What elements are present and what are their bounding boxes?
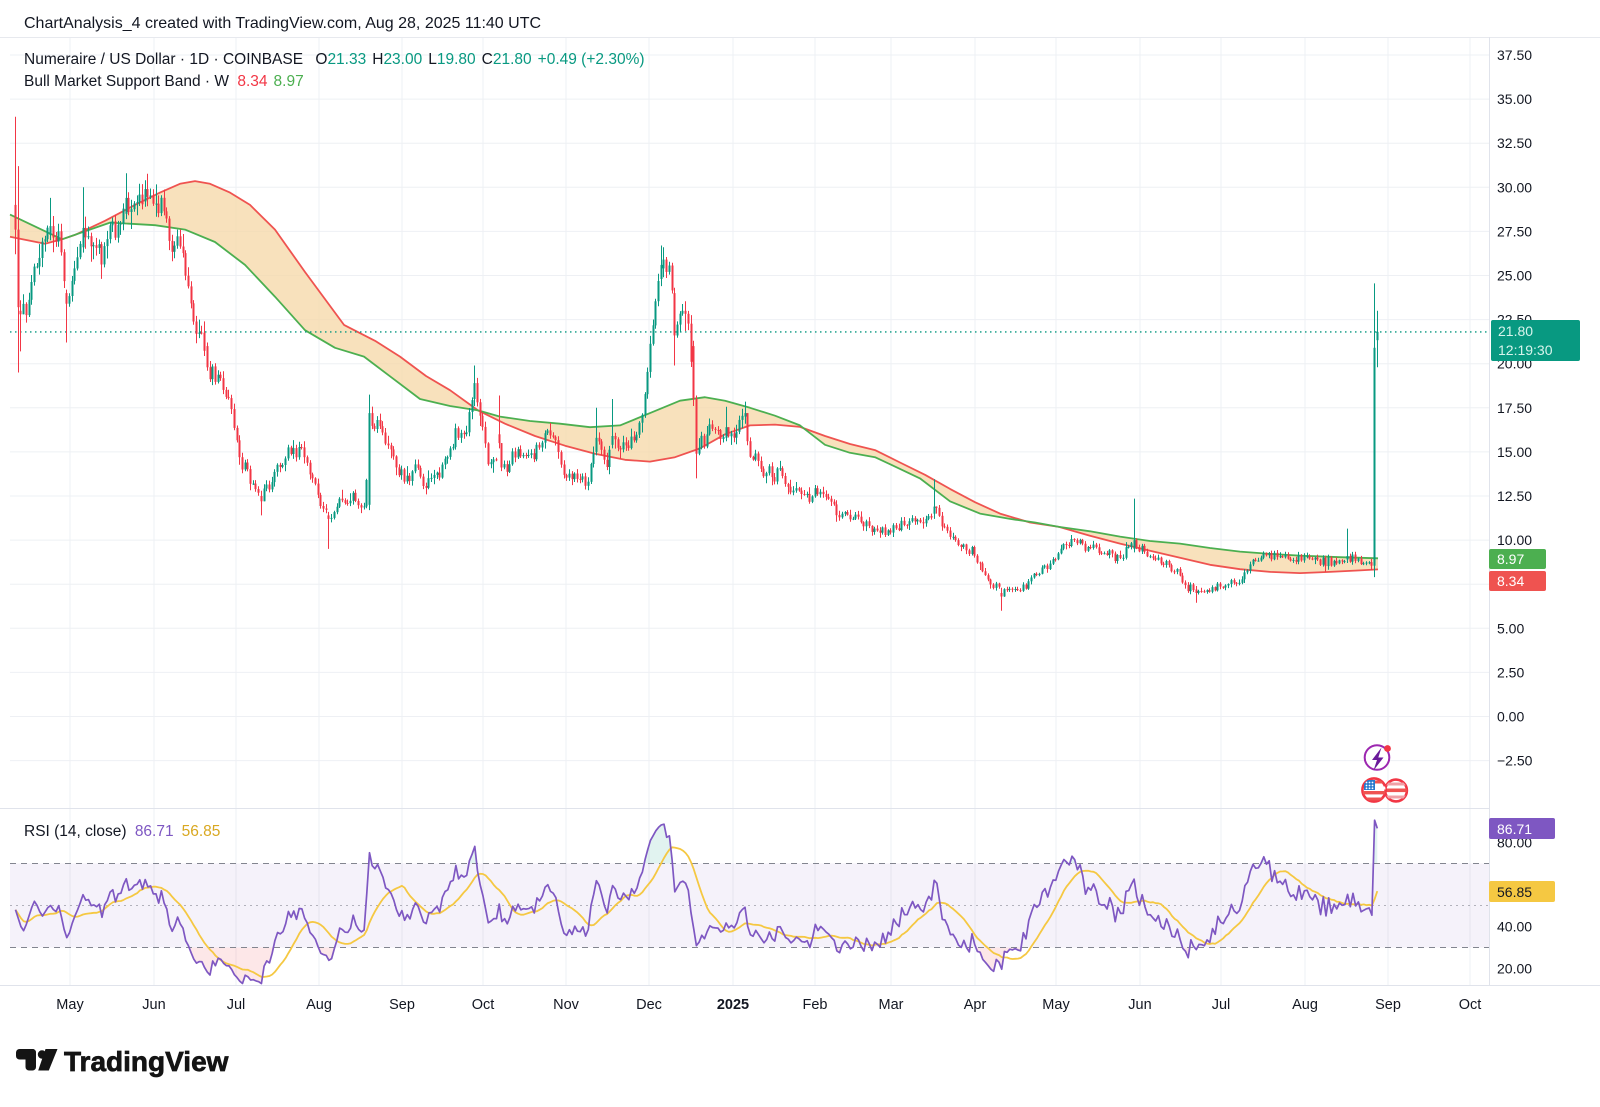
svg-text:Jun: Jun xyxy=(142,997,165,1013)
svg-text:0.00: 0.00 xyxy=(1497,709,1524,725)
svg-text:56.85: 56.85 xyxy=(1497,884,1532,900)
svg-text:Jul: Jul xyxy=(227,997,246,1013)
svg-text:TradingView: TradingView xyxy=(64,1046,229,1077)
svg-text:40.00: 40.00 xyxy=(1497,919,1532,935)
svg-text:5.00: 5.00 xyxy=(1497,620,1524,636)
svg-text:37.50: 37.50 xyxy=(1497,47,1532,63)
svg-text:Oct: Oct xyxy=(472,997,495,1013)
svg-text:10.00: 10.00 xyxy=(1497,532,1532,548)
svg-text:Aug: Aug xyxy=(1292,997,1318,1013)
svg-text:8.34: 8.34 xyxy=(1497,573,1524,589)
svg-text:May: May xyxy=(56,997,84,1013)
svg-text:12:19:30: 12:19:30 xyxy=(1498,342,1553,358)
svg-text:Numeraire / US Dollar · 1D · C: Numeraire / US Dollar · 1D · COINBASE O2… xyxy=(24,51,645,68)
svg-text:25.00: 25.00 xyxy=(1497,268,1532,284)
svg-text:2025: 2025 xyxy=(717,997,749,1013)
svg-text:Sep: Sep xyxy=(389,997,415,1013)
svg-text:17.50: 17.50 xyxy=(1497,400,1532,416)
svg-text:Dec: Dec xyxy=(636,997,662,1013)
svg-text:Aug: Aug xyxy=(306,997,332,1013)
svg-text:Bull Market Support Band · W 8: Bull Market Support Band · W 8.34 8.97 xyxy=(24,73,304,90)
svg-text:−2.50: −2.50 xyxy=(1497,753,1533,769)
svg-text:Jun: Jun xyxy=(1128,997,1151,1013)
svg-text:2.50: 2.50 xyxy=(1497,664,1524,680)
svg-text:15.00: 15.00 xyxy=(1497,444,1532,460)
svg-text:Oct: Oct xyxy=(1459,997,1482,1013)
svg-text:32.50: 32.50 xyxy=(1497,135,1532,151)
svg-text:Apr: Apr xyxy=(964,997,987,1013)
svg-text:21.80: 21.80 xyxy=(1498,323,1533,339)
svg-text:35.00: 35.00 xyxy=(1497,91,1532,107)
svg-text:Sep: Sep xyxy=(1375,997,1401,1013)
svg-text:30.00: 30.00 xyxy=(1497,179,1532,195)
svg-text:Mar: Mar xyxy=(879,997,904,1013)
svg-text:Jul: Jul xyxy=(1212,997,1231,1013)
svg-text:May: May xyxy=(1042,997,1070,1013)
svg-text:12.50: 12.50 xyxy=(1497,488,1532,504)
svg-text:86.71: 86.71 xyxy=(1497,821,1532,837)
svg-text:Feb: Feb xyxy=(803,997,828,1013)
svg-text:8.97: 8.97 xyxy=(1497,551,1524,567)
svg-text:ChartAnalysis_4 created with T: ChartAnalysis_4 created with TradingView… xyxy=(24,15,541,32)
svg-text:20.00: 20.00 xyxy=(1497,961,1532,977)
svg-text:Nov: Nov xyxy=(553,997,580,1013)
svg-text:27.50: 27.50 xyxy=(1497,223,1532,239)
